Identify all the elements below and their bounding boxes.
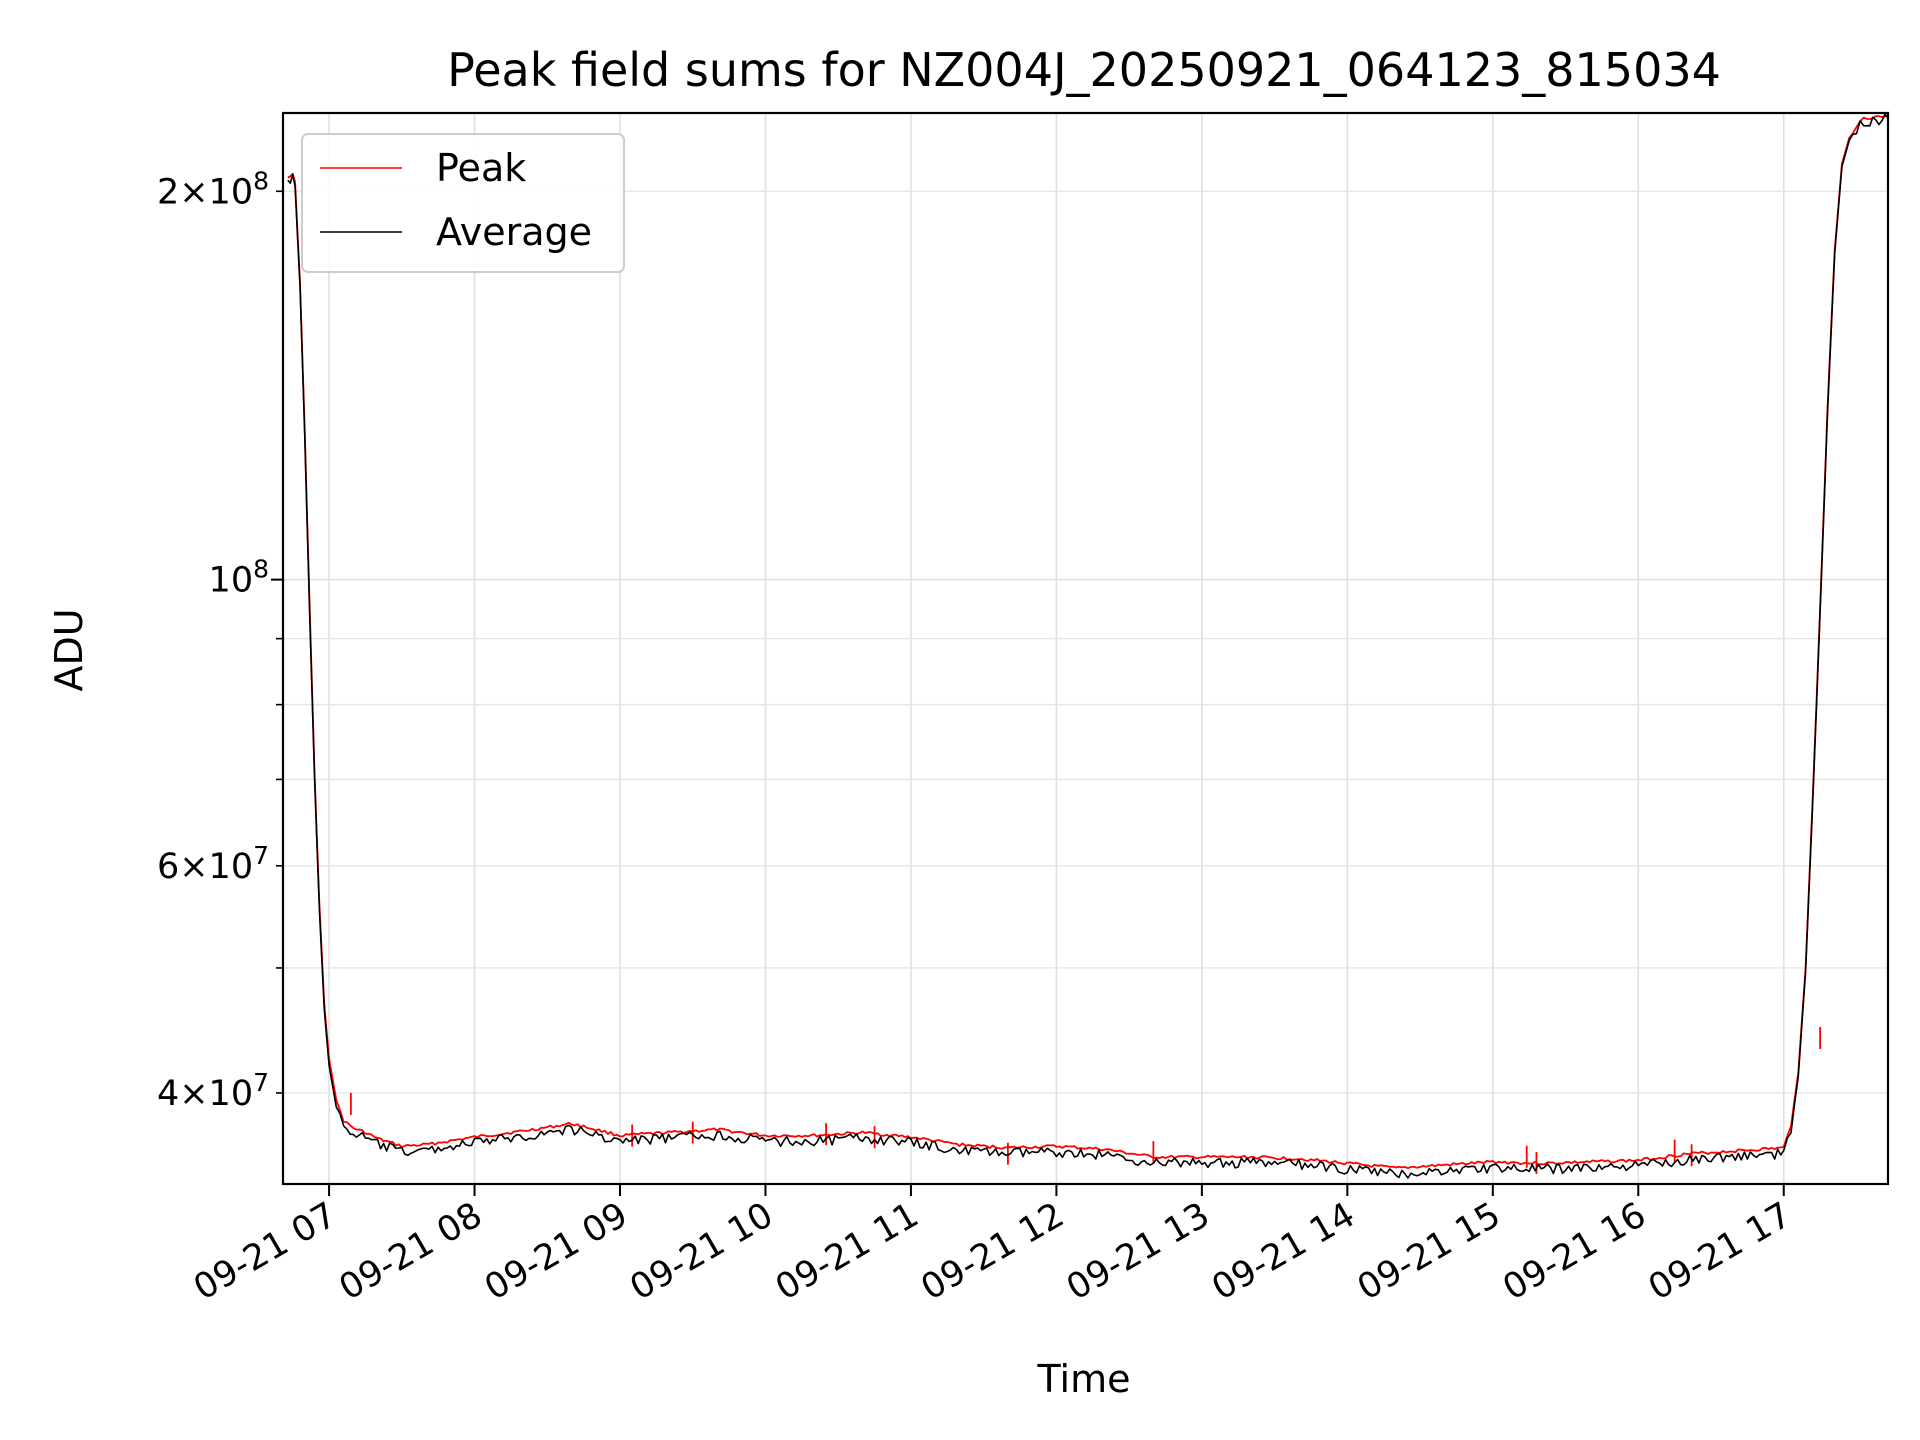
y-tick-label-major: 108 bbox=[209, 555, 269, 601]
chart-title: Peak field sums for NZ004J_20250921_0641… bbox=[447, 43, 1721, 97]
legend-label-peak: Peak bbox=[436, 146, 526, 190]
legend: Peak Average bbox=[301, 133, 625, 273]
y-tick-label-minor: 2×108 bbox=[157, 166, 269, 212]
x-axis-label: Time bbox=[1037, 1357, 1131, 1401]
grid bbox=[283, 113, 1888, 1184]
y-tick-label-minor: 6×107 bbox=[157, 841, 269, 887]
series-line-peak bbox=[287, 115, 1889, 1170]
y-tick-label-minor: 4×107 bbox=[157, 1068, 269, 1114]
plot-frame bbox=[281, 111, 1890, 1186]
y-axis: 108 4×107 6×107 2×108 bbox=[157, 166, 283, 1114]
legend-label-average: Average bbox=[436, 210, 592, 254]
series-line-average bbox=[287, 113, 1889, 1179]
y-axis-label: ADU bbox=[47, 608, 91, 691]
series-layer bbox=[287, 113, 1889, 1179]
